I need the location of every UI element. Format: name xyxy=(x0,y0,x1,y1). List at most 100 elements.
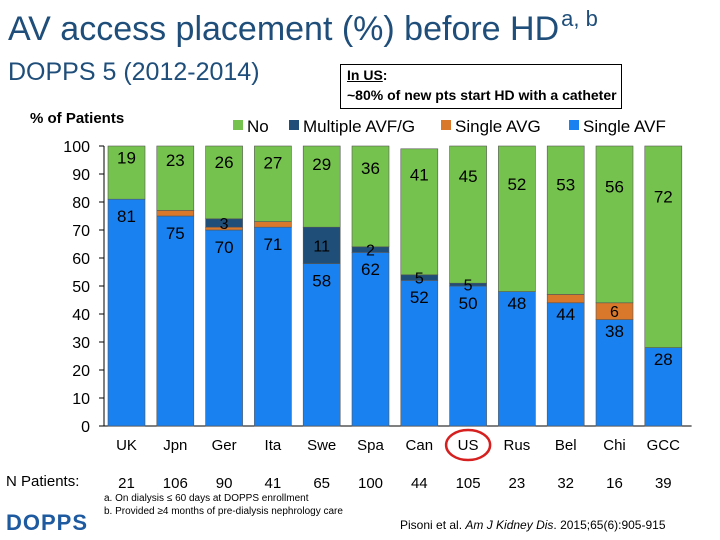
x-tick-label: Swe xyxy=(307,437,336,454)
x-tick-label: UK xyxy=(116,437,137,454)
bar-label-no: 45 xyxy=(459,167,478,186)
y-tick-label: 0 xyxy=(81,419,90,436)
y-tick-label: 10 xyxy=(72,391,90,408)
bar-label-single-avf: 75 xyxy=(166,224,185,243)
bar-label-multiple-avf: 3 xyxy=(220,216,229,233)
bar-label-no: 27 xyxy=(263,154,282,173)
footnote-a: a. On dialysis ≤ 60 days at DOPPS enroll… xyxy=(104,493,309,504)
dopps-logo: DOPPS xyxy=(6,510,89,535)
bar-label-single-avf: 70 xyxy=(215,238,234,257)
bar-no xyxy=(595,145,634,304)
citation: Pisoni et al. Am J Kidney Dis. 2015;65(6… xyxy=(400,518,666,532)
n-patients-value: 16 xyxy=(606,475,623,492)
n-patients-value: 23 xyxy=(509,475,526,492)
x-tick-label: Can xyxy=(406,437,434,454)
bar-label-no: 72 xyxy=(654,187,673,206)
bar-label-single-avf: 38 xyxy=(605,322,624,341)
footnotes: a. On dialysis ≤ 60 days at DOPPS enroll… xyxy=(104,492,343,518)
bar-single-avg xyxy=(546,294,585,304)
footnote-b: b. Provided ≥4 months of pre-dialysis ne… xyxy=(104,506,343,517)
citation-journal: Am J Kidney Dis xyxy=(465,518,554,532)
citation-details: . 2015;65(6):905-915 xyxy=(553,518,666,532)
bar-single-avf xyxy=(107,198,146,427)
n-patients-value: 21 xyxy=(118,475,135,492)
bar-no xyxy=(498,145,536,292)
x-tick-label: Bel xyxy=(555,437,577,454)
legend-swatch-single-avf xyxy=(569,120,579,130)
bar-no xyxy=(254,145,292,222)
n-patients-value: 100 xyxy=(358,475,383,492)
bar-label-no: 29 xyxy=(312,155,331,174)
bar-label-no: 19 xyxy=(117,149,136,168)
bar-label-single-avf: 44 xyxy=(556,305,575,324)
bar-label-no: 56 xyxy=(605,177,624,196)
bar-single-avf xyxy=(205,229,243,427)
y-tick-label: 50 xyxy=(72,279,90,296)
y-tick-label: 70 xyxy=(72,223,90,240)
bar-single-avf xyxy=(302,263,341,427)
us-note-text: ~80% of new pts start HD with a catheter xyxy=(347,87,617,103)
bar-no xyxy=(644,145,683,348)
y-tick-label: 80 xyxy=(72,195,90,212)
legend-swatch-multiple-avf xyxy=(289,120,299,130)
bar-single-avf xyxy=(546,302,585,427)
x-tick-label: Spa xyxy=(357,437,384,454)
bar-single-avf xyxy=(156,215,195,427)
legend-label-multiple-avf: Multiple AVF/G xyxy=(303,117,415,136)
bar-label-single-avf: 48 xyxy=(507,294,526,313)
n-patients-value: 32 xyxy=(557,475,574,492)
bar-label-single-avf: 58 xyxy=(312,271,331,290)
y-tick-label: 100 xyxy=(63,139,90,156)
legend-label-no: No xyxy=(247,117,269,136)
bar-single-avg xyxy=(254,221,292,228)
bar-single-avf xyxy=(449,285,487,427)
bar-label-single-avf: 28 xyxy=(654,350,673,369)
bar-single-avf xyxy=(595,319,634,427)
y-tick-label: 60 xyxy=(72,251,90,268)
bar-no xyxy=(546,145,585,295)
n-patients-value: 41 xyxy=(265,475,282,492)
y-axis-label: % of Patients xyxy=(30,110,125,127)
bar-single-avf xyxy=(644,347,683,427)
us-note-box: In US: ~80% of new pts start HD with a c… xyxy=(340,64,622,109)
bar-multiple-avf xyxy=(302,226,341,264)
n-patients-value: 44 xyxy=(411,475,428,492)
bar-single-avg xyxy=(156,210,195,217)
y-tick-label: 20 xyxy=(72,363,90,380)
bar-no xyxy=(156,145,195,211)
x-tick-label: Ger xyxy=(212,437,237,454)
y-tick-label: 40 xyxy=(72,307,90,324)
bar-no xyxy=(351,145,390,248)
bar-label-no: 52 xyxy=(507,175,526,194)
bar-label-single-avf: 50 xyxy=(459,294,478,313)
n-patients-value: 39 xyxy=(655,475,672,492)
n-patients-value: 65 xyxy=(313,475,330,492)
bar-label-single-avf: 62 xyxy=(361,260,380,279)
bar-label-multiple-avf: 2 xyxy=(366,243,375,260)
bar-no xyxy=(449,145,487,284)
bar-label-single-avf: 71 xyxy=(263,235,282,254)
x-tick-label: US xyxy=(458,437,479,454)
x-tick-label: Ita xyxy=(265,437,282,454)
n-patients-value: 90 xyxy=(216,475,233,492)
chart-title: AV access placement (%) before HDa, b xyxy=(8,6,598,49)
bar-label-no: 26 xyxy=(215,153,234,172)
bar-single-avf xyxy=(351,252,390,427)
us-note-label: In US xyxy=(347,67,383,83)
bar-no xyxy=(107,145,146,200)
n-patients-value: 105 xyxy=(456,475,481,492)
citation-authors: Pisoni et al. xyxy=(400,518,466,532)
bar-single-avf xyxy=(400,280,439,427)
x-tick-label: GCC xyxy=(647,437,681,454)
legend-label-single-avg: Single AVG xyxy=(455,117,541,136)
bar-label-no: 36 xyxy=(361,159,380,178)
x-tick-label: Jpn xyxy=(163,437,187,454)
bar-label-multiple-avf: 11 xyxy=(313,238,330,255)
n-patients-value: 106 xyxy=(163,475,188,492)
bar-single-avf xyxy=(254,226,292,427)
x-tick-label: Chi xyxy=(603,437,626,454)
y-tick-label: 30 xyxy=(72,335,90,352)
bar-label-multiple-avf: 5 xyxy=(464,278,473,295)
bar-label-single-avg: 6 xyxy=(610,304,619,321)
